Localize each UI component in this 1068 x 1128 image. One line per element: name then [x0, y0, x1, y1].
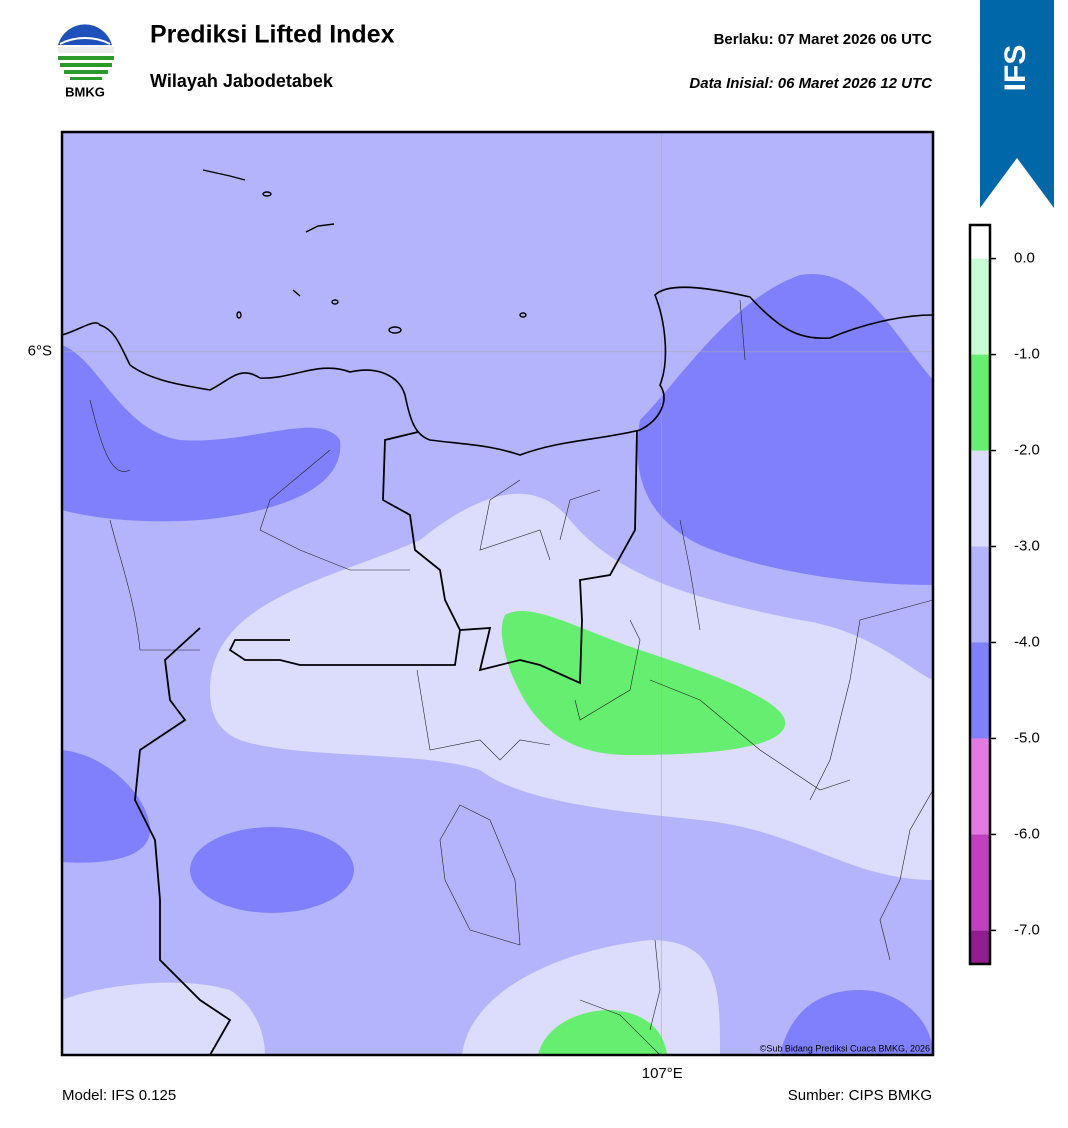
colorbar-bin	[970, 225, 990, 259]
colorbar-tick-label: -4.0	[1014, 633, 1040, 650]
colorbar-bin	[970, 738, 990, 835]
colorbar-tick-label: 0.0	[1014, 250, 1035, 267]
colorbar-bin	[970, 834, 990, 931]
map: ©Sub Bidang Prediksi Cuaca BMKG, 2026	[62, 132, 933, 1055]
valid-time: Berlaku: 07 Maret 2026 06 UTC	[714, 31, 933, 48]
colorbar-bin	[970, 450, 990, 547]
model: Model: IFS 0.125	[62, 1087, 176, 1104]
colorbar-bin	[970, 258, 990, 355]
colorbar-tick-label: -2.0	[1014, 442, 1040, 459]
colorbar-tick-label: -5.0	[1014, 729, 1040, 746]
colorbar-tick-label: -3.0	[1014, 537, 1040, 554]
badge-text: IFS	[999, 45, 1032, 92]
colorbar-bins	[970, 225, 990, 964]
x-tick-label: 107°E	[642, 1065, 683, 1082]
init-time: Data Inisial: 06 Maret 2026 12 UTC	[689, 75, 933, 92]
colorbar-bin	[970, 930, 990, 964]
badge	[980, 0, 1054, 208]
colorbar-bin	[970, 546, 990, 643]
map-frame	[60, 130, 935, 1057]
colorbar-bin	[970, 354, 990, 451]
credit: ©Sub Bidang Prediksi Cuaca BMKG, 2026	[760, 1043, 930, 1053]
logo-text: BMKG	[65, 84, 105, 99]
colorbar-frame	[968, 223, 992, 966]
colorbar-tick-label: -7.0	[1014, 921, 1040, 938]
colorbar-bin	[970, 642, 990, 739]
colorbar-tick-label: -1.0	[1014, 346, 1040, 363]
source: Sumber: CIPS BMKG	[788, 1087, 932, 1104]
logo: BMKG	[58, 24, 114, 99]
title: Prediksi Lifted Index	[150, 21, 395, 49]
colorbar: 0.0 -1.0 -2.0 -3.0 -4.0 -5.0 -6.0 -7.0	[968, 223, 1040, 966]
subtitle: Wilayah Jabodetabek	[150, 71, 334, 91]
colorbar-tick-label: -6.0	[1014, 825, 1040, 842]
y-tick-label: 6°S	[28, 343, 52, 360]
